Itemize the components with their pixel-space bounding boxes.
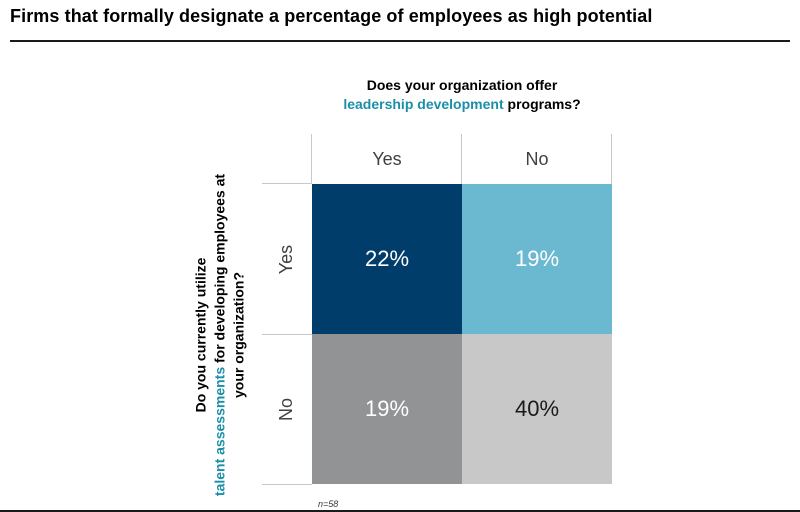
row-header-no: No	[276, 397, 297, 421]
column-header-no: No	[525, 148, 549, 169]
cell-yes-no: 19%	[462, 184, 612, 334]
cell-no-yes: 19%	[312, 334, 462, 484]
grid-line	[262, 334, 312, 335]
column-question-post: programs?	[507, 96, 581, 112]
grid-line	[262, 484, 312, 485]
cell-yes-yes: 22%	[312, 184, 462, 334]
bottom-divider	[0, 510, 800, 512]
row-header-no-wrap: No	[262, 334, 312, 484]
column-question-pre: Does your organization offer	[366, 77, 558, 93]
grid-line	[311, 134, 312, 184]
grid-line	[461, 134, 462, 184]
column-question: Does your organization offer leadership …	[312, 76, 612, 114]
grid-line	[262, 183, 312, 184]
row-question-highlight: talent assessments	[211, 366, 228, 497]
grid-line	[611, 134, 612, 184]
cell-no-no: 40%	[462, 334, 612, 484]
row-header-yes: Yes	[276, 244, 297, 274]
row-question-post: for developing employees at your organiz…	[211, 173, 247, 398]
chart-title: Firms that formally designate a percenta…	[10, 6, 653, 26]
column-header-yes: Yes	[372, 148, 402, 169]
row-question: Do you currently utilize talent assessme…	[192, 165, 249, 505]
column-question-highlight: leadership development	[343, 96, 504, 112]
row-header-yes-wrap: Yes	[262, 184, 312, 334]
title-divider	[10, 40, 790, 42]
row-question-pre: Do you currently utilize	[192, 257, 209, 413]
sample-size-note: n=58	[318, 499, 339, 509]
